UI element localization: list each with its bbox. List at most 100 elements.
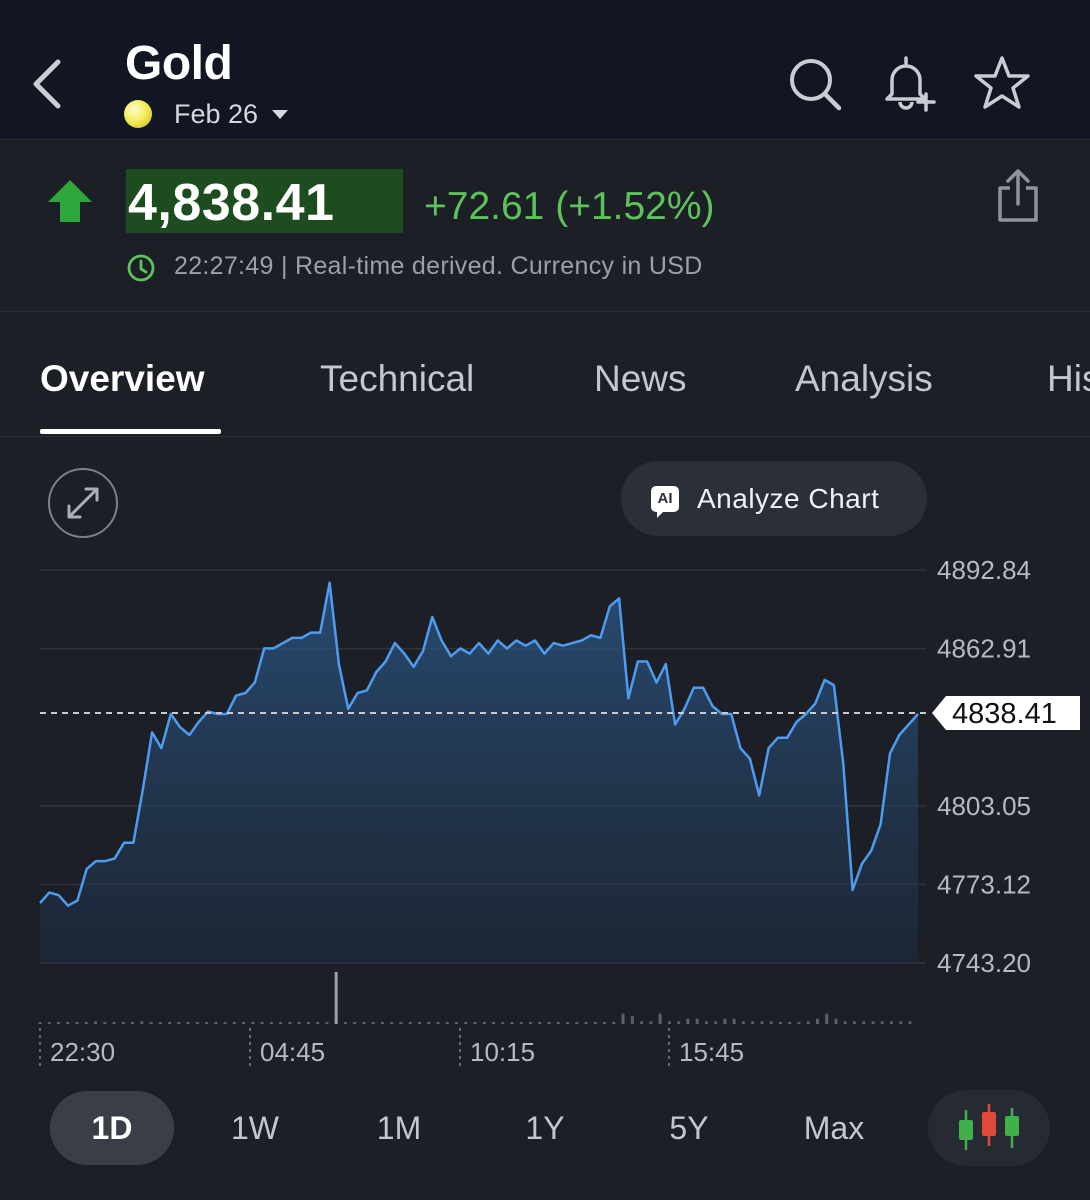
- contract-selector[interactable]: Feb 26: [124, 96, 289, 132]
- volume-bar: [371, 1022, 375, 1024]
- tab-overview[interactable]: Overview: [40, 358, 205, 399]
- y-tick-label: 4773.12: [937, 869, 1031, 899]
- back-icon: [33, 59, 61, 109]
- y-tick-label: 4892.84: [937, 555, 1031, 585]
- volume-bar: [769, 1021, 773, 1024]
- volume-bar: [158, 1022, 162, 1024]
- volume-bar: [121, 1022, 125, 1024]
- volume-bar: [658, 1013, 662, 1024]
- volume-bar: [825, 1013, 829, 1024]
- share-icon: [998, 169, 1038, 222]
- volume-bar: [889, 1021, 893, 1024]
- back-button[interactable]: [22, 52, 78, 116]
- share-button[interactable]: [994, 168, 1042, 224]
- bell-plus-icon: [885, 56, 936, 112]
- watchlist-star-button[interactable]: [972, 54, 1032, 114]
- volume-bar: [566, 1022, 570, 1024]
- volume-bar: [38, 1022, 42, 1024]
- volume-bar: [723, 1018, 727, 1024]
- volume-bar: [168, 1022, 172, 1024]
- volume-bar: [575, 1022, 579, 1024]
- volume-bar: [427, 1022, 431, 1024]
- price-chart[interactable]: 4892.84 4862.91 4803.05 4773.12 4743.20 4838…: [0, 540, 1090, 1080]
- x-tick-label: 04:45: [260, 1037, 325, 1067]
- volume-bar: [510, 1022, 514, 1024]
- volume-bar: [547, 1022, 551, 1024]
- volume-bar: [741, 1021, 745, 1024]
- up-arrow-icon: [48, 180, 92, 222]
- volume-bar: [362, 1022, 366, 1024]
- x-tick-label: 10:15: [470, 1037, 535, 1067]
- volume-bar: [232, 1022, 236, 1024]
- candlestick-icon: [959, 1104, 1019, 1150]
- add-alert-button[interactable]: [878, 54, 938, 114]
- tab-history[interactable]: His: [1047, 358, 1090, 399]
- volume-bar: [464, 1022, 468, 1024]
- volume-bar: [269, 1022, 273, 1024]
- volume-bar: [84, 1022, 88, 1024]
- volume-bar: [353, 1022, 357, 1024]
- volume-bar: [288, 1022, 292, 1024]
- last-price: 4,838.41: [128, 174, 335, 232]
- fullscreen-button[interactable]: [48, 468, 118, 538]
- range-1d-button[interactable]: 1D: [50, 1091, 174, 1165]
- volume-bar: [316, 1022, 320, 1024]
- volume-bar: [519, 1022, 523, 1024]
- current-price-value: 4838.41: [952, 698, 1057, 730]
- volume-bar: [380, 1022, 384, 1024]
- volume-bar: [667, 1021, 671, 1024]
- price-change: +72.61 (+1.52%): [424, 185, 715, 228]
- range-1w-button[interactable]: 1W: [231, 1109, 279, 1146]
- quote-panel: 4,838.41 +72.61 (+1.52%) 22:27:49 | Real…: [0, 140, 1090, 312]
- range-selector: 1D 1W 1M 1Y 5Y Max: [0, 1088, 1090, 1168]
- volume-bar: [908, 1021, 912, 1024]
- volume-bar: [686, 1018, 690, 1024]
- range-max-button[interactable]: Max: [803, 1109, 865, 1146]
- volume-bar: [186, 1022, 190, 1024]
- volume-bar: [417, 1022, 421, 1024]
- analyze-chart-button[interactable]: AI Analyze Chart: [621, 461, 927, 536]
- volume-bar: [112, 1022, 116, 1024]
- app-header: Gold Feb 26: [0, 0, 1090, 140]
- x-tick-label: 15:45: [679, 1037, 744, 1067]
- volume-bar: [195, 1022, 199, 1024]
- volume-bar: [732, 1018, 736, 1024]
- range-5y-button[interactable]: 5Y: [669, 1109, 709, 1146]
- volume-bar: [436, 1022, 440, 1024]
- tab-news[interactable]: News: [594, 358, 687, 399]
- chart-type-button[interactable]: [928, 1090, 1050, 1166]
- volume-bar: [806, 1021, 810, 1024]
- volume-bar: [75, 1022, 79, 1024]
- y-tick-label: 4803.05: [937, 791, 1031, 821]
- ai-chat-icon: AI: [651, 485, 679, 518]
- analyze-chart-label: Analyze Chart: [697, 482, 880, 514]
- chevron-down-icon: [272, 109, 289, 119]
- volume-bar: [445, 1022, 449, 1024]
- volume-bar: [760, 1021, 764, 1024]
- volume-bar: [797, 1022, 801, 1024]
- volume-bar: [649, 1021, 653, 1024]
- volume-bar: [630, 1016, 634, 1024]
- star-icon: [974, 56, 1030, 109]
- volume-bar: [621, 1013, 625, 1024]
- volume-bar: [242, 1022, 246, 1024]
- range-1m-button[interactable]: 1M: [376, 1109, 422, 1146]
- volume-bar: [66, 1022, 70, 1024]
- range-1y-button[interactable]: 1Y: [525, 1109, 565, 1146]
- volume-bar: [473, 1022, 477, 1024]
- search-button[interactable]: [785, 54, 845, 114]
- volume-bar: [214, 1022, 218, 1024]
- volume-bar: [343, 1022, 347, 1024]
- tab-technical[interactable]: Technical: [320, 358, 475, 399]
- volume-bar: [501, 1022, 505, 1024]
- volume-bar: [47, 1022, 51, 1024]
- volume-bar: [482, 1022, 486, 1024]
- volume-bar: [131, 1022, 135, 1024]
- tab-analysis[interactable]: Analysis: [795, 358, 933, 399]
- volume-bar: [94, 1021, 98, 1024]
- clock-icon: [127, 254, 155, 282]
- volume-bar: [640, 1021, 644, 1024]
- volume-bar: [871, 1021, 875, 1024]
- gold-coin-icon: [124, 100, 152, 128]
- volume-bar: [177, 1022, 181, 1024]
